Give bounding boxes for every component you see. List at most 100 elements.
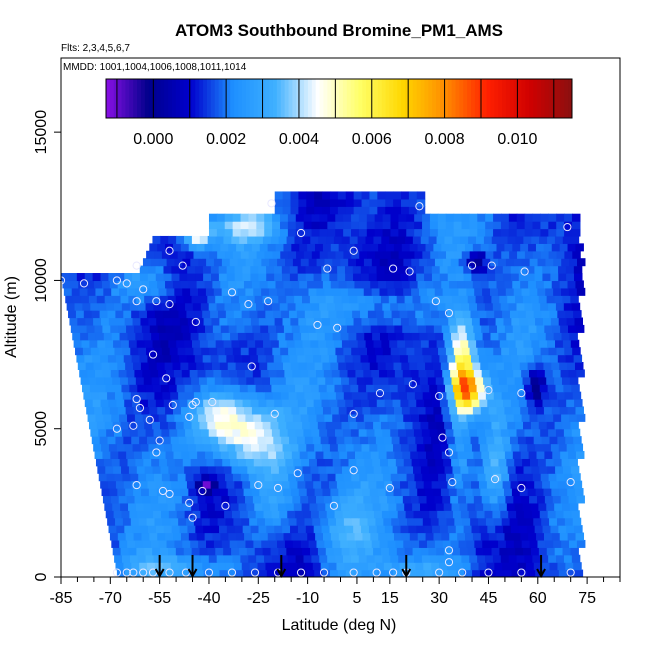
field-cell <box>477 391 487 400</box>
field-cell <box>513 413 523 422</box>
field-cell <box>534 273 544 282</box>
field-cell <box>295 347 305 356</box>
field-cell <box>391 436 401 445</box>
field-cell <box>261 539 270 548</box>
field-cell <box>398 302 407 311</box>
field-cell <box>313 265 322 274</box>
field-cell <box>250 317 260 326</box>
field-cell <box>429 228 439 237</box>
field-cell <box>191 547 201 556</box>
field-cell <box>111 458 121 467</box>
field-cell <box>101 317 110 326</box>
field-cell <box>150 413 160 422</box>
field-cell <box>471 480 480 489</box>
field-cell <box>395 258 404 267</box>
field-cell <box>63 287 73 296</box>
field-cell <box>531 235 540 244</box>
field-cell <box>329 191 339 200</box>
field-cell <box>480 488 489 497</box>
field-cell <box>139 436 148 445</box>
field-cell <box>88 376 97 385</box>
field-cell <box>240 554 249 563</box>
field-cell <box>180 280 190 289</box>
field-cell <box>308 495 317 504</box>
field-cell <box>134 450 143 459</box>
field-cell <box>421 510 430 519</box>
field-cell <box>286 339 296 348</box>
field-cell <box>308 332 318 341</box>
field-cell <box>487 443 497 452</box>
field-cell <box>198 332 207 341</box>
colorbar-tick-label: 0.000 <box>133 131 173 148</box>
field-cell <box>328 354 338 363</box>
field-cell <box>366 221 376 230</box>
field-cell <box>203 525 212 534</box>
field-cell <box>159 458 168 467</box>
field-cell <box>227 361 237 370</box>
field-cell <box>221 287 231 296</box>
field-cell <box>223 235 232 244</box>
field-cell <box>429 384 438 393</box>
field-cell <box>352 436 361 445</box>
field-cell <box>256 428 265 437</box>
field-cell <box>368 273 378 282</box>
field-cell <box>147 265 157 274</box>
field-cell <box>502 480 512 489</box>
field-cell <box>172 443 181 452</box>
field-cell <box>332 458 342 467</box>
field-cell <box>361 399 370 408</box>
field-cell <box>243 488 253 497</box>
field-cell <box>147 354 156 363</box>
colorbar-swatch <box>537 79 542 118</box>
field-cell <box>207 547 216 556</box>
field-cell <box>90 347 100 356</box>
field-cell <box>527 569 536 577</box>
field-cell <box>426 369 435 378</box>
field-cell <box>363 539 373 548</box>
field-cell <box>508 554 518 563</box>
field-cell <box>158 539 168 548</box>
field-cell <box>219 317 228 326</box>
field-cell <box>169 428 178 437</box>
field-cell <box>215 547 224 556</box>
field-cell <box>358 384 367 393</box>
sample-point <box>566 477 575 487</box>
field-cell <box>413 554 423 563</box>
field-cell <box>161 250 171 259</box>
field-cell <box>469 213 478 222</box>
field-cell <box>462 517 471 526</box>
field-cell <box>183 295 193 304</box>
field-cell <box>196 532 206 541</box>
field-cell <box>477 428 486 437</box>
field-cell <box>373 465 383 474</box>
field-cell <box>507 339 517 348</box>
field-cell <box>148 488 158 497</box>
field-cell <box>317 421 327 430</box>
colorbar-swatch <box>397 79 402 118</box>
field-cell <box>550 317 560 326</box>
field-cell <box>558 265 567 274</box>
field-cell <box>205 369 214 378</box>
field-cell <box>484 428 494 437</box>
field-cell <box>128 339 138 348</box>
field-cell <box>497 287 507 296</box>
colorbar-swatch <box>564 79 569 118</box>
field-cell <box>226 399 236 408</box>
field-cell <box>266 399 275 408</box>
field-cell <box>350 384 359 393</box>
field-cell <box>251 532 261 541</box>
field-cell <box>516 221 526 230</box>
field-cell <box>219 361 229 370</box>
field-cell <box>441 406 450 415</box>
field-cell <box>218 399 228 408</box>
field-cell <box>371 539 381 548</box>
field-cell <box>199 465 209 474</box>
field-cell <box>235 317 244 326</box>
field-cell <box>195 443 205 452</box>
field-cell <box>95 458 105 467</box>
field-cell <box>406 228 415 237</box>
field-cell <box>118 495 128 504</box>
field-cell <box>153 428 162 437</box>
field-cell <box>228 532 237 541</box>
field-cell <box>282 191 292 200</box>
